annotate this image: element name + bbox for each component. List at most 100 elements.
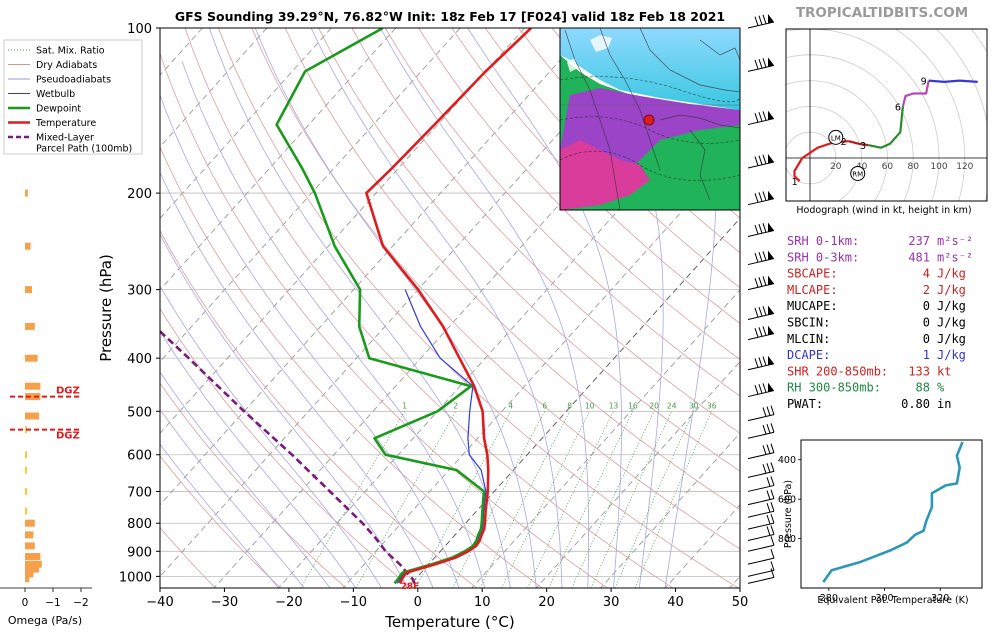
index-value: 237 [908,234,930,248]
barb-flag [758,357,763,367]
wind-barb [747,513,775,530]
barb-flag [762,424,767,435]
y-tick-label: 100 [127,22,152,37]
index-unit: J/kg [937,332,966,346]
barb-flag [770,561,775,571]
index-unit: J/kg [937,299,966,313]
omega-bar [25,560,42,568]
barb-flag [766,490,771,500]
brand-watermark: TROPICALTIDBITS.COM [796,5,968,21]
isotherm-line [471,289,740,588]
mixing-ratio-label: 2 [453,401,458,410]
index-unit: J/kg [937,348,966,362]
hodograph-frame [785,28,988,202]
omega-bar [25,519,35,527]
index-unit: m²s⁻² [937,234,973,248]
mixing-ratio-line [479,411,571,588]
omega-bar [25,507,28,515]
barb-flag [770,476,775,486]
omega-bar [25,487,27,495]
barb-flag [762,251,767,261]
omega-bar [25,565,39,573]
x-tick-label: 0 [414,595,422,610]
index-value: 2 [923,283,930,297]
isotherm-line [160,28,397,291]
x-tick-label: 30 [603,595,620,610]
barb-flag [762,356,767,366]
legend-label: Dewpoint [36,104,81,115]
index-unit: % [937,381,945,395]
chart-title: GFS Sounding 39.29°N, 76.82°W Init: 18z … [175,9,725,24]
wind-barb [747,14,775,29]
barb-flag [770,423,775,433]
series-mixed-layer-parcel-path-100mb [160,329,416,584]
omega-bar [25,322,35,330]
index-unit: J/kg [937,267,966,281]
barb-staff [747,414,775,422]
index-unit: J/kg [937,283,966,297]
legend-label: Wetbulb [36,89,75,100]
index-label: DCAPE: [787,348,830,362]
y-tick-label: 600 [127,449,152,464]
omega-tick-label: −1 [45,597,60,609]
mixing-ratio-line [355,411,457,588]
omega-bar [25,354,38,362]
omega-xlabel: Omega (Pa/s) [8,614,82,627]
wind-barb [747,382,775,398]
omega-bar [25,393,41,401]
barb-pennant [768,382,774,392]
barb-pennant [768,275,774,286]
dry-adiabat [284,28,740,511]
omega-bar [25,451,27,459]
pseudoadiabat [467,28,622,588]
mixing-ratio-line [452,411,546,588]
hodograph-caption: Hodograph (wind in kt, height in km) [796,205,971,216]
mixing-ratio-line [571,411,655,588]
barb-flag [758,327,763,337]
barb-flag [770,405,775,415]
barb-pennant [768,325,774,335]
barb-flag [770,568,775,578]
isotherm-line [664,504,740,588]
barb-staff [747,498,775,506]
index-value: 0 [923,299,930,313]
barb-pennant [768,14,774,24]
barb-staff [747,544,775,552]
dgz-label: DGZ [56,431,80,442]
barb-flag [766,477,771,487]
pseudoadiabat [664,28,717,588]
mixing-ratio-label: 10 [585,401,595,410]
barb-flag [770,502,775,512]
index-label: MLCAPE: [787,283,838,297]
wind-barb [747,405,775,422]
barb-flag [754,278,759,288]
hodograph-height-label: 9 [921,77,927,88]
map-freezing-rain-region [560,140,650,210]
barb-flag [758,155,763,165]
barb-flag [770,443,775,453]
isotherm-line [160,28,590,506]
barb-pennant [768,110,774,120]
storm-motion-label: LM [831,134,841,142]
hodograph-height-label: 3 [860,141,866,152]
hodograph-trace [928,79,978,84]
barb-flag [758,112,763,122]
x-tick-label: 50 [732,595,749,610]
thetae-y-tick-label: 800 [778,534,796,545]
hodograph-ring-label: 20 [830,162,842,172]
pseudoadiabat [575,28,664,588]
x-tick-label: −40 [146,595,173,610]
thetae-frame [800,439,983,589]
barb-flag [766,424,771,434]
surface-temp-label: 28F [401,582,420,592]
barb-flag [758,306,763,317]
mixing-ratio-line [614,411,694,588]
index-label: SRH 0-1km: [787,234,859,248]
barb-flag [754,193,759,203]
wind-barb [747,110,775,126]
wind-barb [747,561,775,577]
legend-label: Dry Adiabats [36,60,97,71]
index-value: 133 [908,364,930,378]
mixing-ratio-label: 1 [402,401,407,410]
skewt-frame [159,27,741,589]
